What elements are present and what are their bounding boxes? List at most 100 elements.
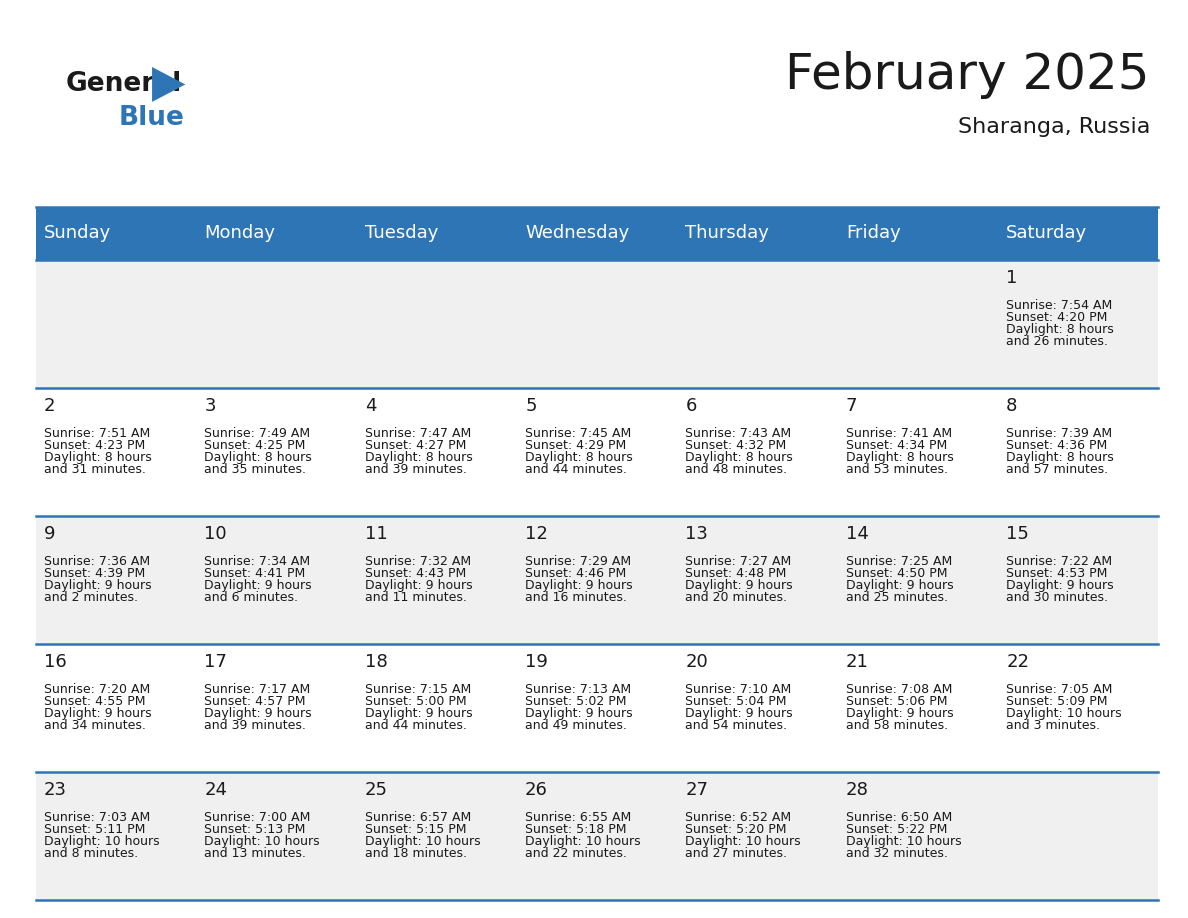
Text: Sunrise: 7:54 AM: Sunrise: 7:54 AM: [1006, 299, 1112, 312]
Text: and 6 minutes.: and 6 minutes.: [204, 591, 298, 604]
Bar: [517, 644, 677, 772]
Text: Sunset: 4:55 PM: Sunset: 4:55 PM: [44, 695, 145, 708]
Text: 17: 17: [204, 653, 227, 671]
Text: 21: 21: [846, 653, 868, 671]
Bar: [36, 644, 196, 772]
Polygon shape: [152, 67, 185, 102]
Text: and 34 minutes.: and 34 minutes.: [44, 719, 146, 732]
Text: Sunset: 5:20 PM: Sunset: 5:20 PM: [685, 823, 786, 836]
Text: and 25 minutes.: and 25 minutes.: [846, 591, 948, 604]
Bar: [36, 260, 196, 387]
Text: and 57 minutes.: and 57 minutes.: [1006, 463, 1108, 476]
Text: Sunset: 4:57 PM: Sunset: 4:57 PM: [204, 695, 305, 708]
Text: Daylight: 8 hours: Daylight: 8 hours: [846, 451, 954, 465]
Bar: [838, 516, 998, 644]
Text: Daylight: 8 hours: Daylight: 8 hours: [685, 451, 794, 465]
Text: Daylight: 9 hours: Daylight: 9 hours: [204, 579, 312, 592]
Bar: [356, 260, 517, 387]
Text: Sunrise: 7:27 AM: Sunrise: 7:27 AM: [685, 555, 791, 568]
Text: February 2025: February 2025: [785, 51, 1150, 99]
Text: Daylight: 9 hours: Daylight: 9 hours: [44, 707, 152, 720]
Bar: [196, 387, 356, 516]
Bar: [356, 772, 517, 900]
Text: Daylight: 10 hours: Daylight: 10 hours: [365, 835, 480, 848]
Text: 26: 26: [525, 781, 548, 799]
Text: Daylight: 10 hours: Daylight: 10 hours: [1006, 707, 1121, 720]
Bar: [517, 207, 677, 260]
Text: and 35 minutes.: and 35 minutes.: [204, 463, 307, 476]
Text: Monday: Monday: [204, 224, 276, 242]
Text: Sunset: 5:15 PM: Sunset: 5:15 PM: [365, 823, 466, 836]
Text: and 54 minutes.: and 54 minutes.: [685, 719, 788, 732]
Text: Saturday: Saturday: [1006, 224, 1087, 242]
Text: Thursday: Thursday: [685, 224, 770, 242]
Bar: [36, 387, 196, 516]
Text: Sunset: 4:50 PM: Sunset: 4:50 PM: [846, 567, 947, 580]
Text: 12: 12: [525, 525, 548, 543]
Bar: [677, 516, 838, 644]
Text: 25: 25: [365, 781, 387, 799]
Text: Daylight: 10 hours: Daylight: 10 hours: [44, 835, 159, 848]
Text: 3: 3: [204, 397, 216, 415]
Bar: [998, 772, 1158, 900]
Text: and 11 minutes.: and 11 minutes.: [365, 591, 467, 604]
Text: Sunset: 5:02 PM: Sunset: 5:02 PM: [525, 695, 626, 708]
Text: Daylight: 9 hours: Daylight: 9 hours: [365, 707, 473, 720]
Text: Sunset: 4:48 PM: Sunset: 4:48 PM: [685, 567, 786, 580]
Bar: [998, 516, 1158, 644]
Text: Sunrise: 6:50 AM: Sunrise: 6:50 AM: [846, 812, 952, 824]
Bar: [356, 387, 517, 516]
Text: and 16 minutes.: and 16 minutes.: [525, 591, 627, 604]
Text: and 18 minutes.: and 18 minutes.: [365, 847, 467, 860]
Bar: [356, 207, 517, 260]
Text: Sunset: 4:25 PM: Sunset: 4:25 PM: [204, 439, 305, 453]
Text: Sunrise: 7:15 AM: Sunrise: 7:15 AM: [365, 683, 470, 696]
Text: Blue: Blue: [119, 105, 184, 130]
Text: 19: 19: [525, 653, 548, 671]
Text: 6: 6: [685, 397, 697, 415]
Text: Friday: Friday: [846, 224, 901, 242]
Text: and 3 minutes.: and 3 minutes.: [1006, 719, 1100, 732]
Text: Sunset: 4:53 PM: Sunset: 4:53 PM: [1006, 567, 1107, 580]
Text: 9: 9: [44, 525, 56, 543]
Text: and 39 minutes.: and 39 minutes.: [365, 463, 467, 476]
Text: Sunrise: 6:57 AM: Sunrise: 6:57 AM: [365, 812, 470, 824]
Bar: [838, 387, 998, 516]
Text: Sunrise: 7:25 AM: Sunrise: 7:25 AM: [846, 555, 952, 568]
Text: Sunrise: 7:43 AM: Sunrise: 7:43 AM: [685, 427, 791, 441]
Bar: [517, 387, 677, 516]
Text: Sunrise: 7:13 AM: Sunrise: 7:13 AM: [525, 683, 631, 696]
Text: 10: 10: [204, 525, 227, 543]
Text: Daylight: 9 hours: Daylight: 9 hours: [846, 579, 954, 592]
Text: Sunset: 4:41 PM: Sunset: 4:41 PM: [204, 567, 305, 580]
Text: 22: 22: [1006, 653, 1029, 671]
Bar: [517, 516, 677, 644]
Text: Daylight: 8 hours: Daylight: 8 hours: [1006, 451, 1114, 465]
Text: Sunset: 5:00 PM: Sunset: 5:00 PM: [365, 695, 467, 708]
Bar: [36, 207, 196, 260]
Text: Sunrise: 7:32 AM: Sunrise: 7:32 AM: [365, 555, 470, 568]
Text: and 8 minutes.: and 8 minutes.: [44, 847, 138, 860]
Text: Sunrise: 7:20 AM: Sunrise: 7:20 AM: [44, 683, 150, 696]
Text: Daylight: 9 hours: Daylight: 9 hours: [846, 707, 954, 720]
Text: Sunrise: 7:10 AM: Sunrise: 7:10 AM: [685, 683, 791, 696]
Text: Sunrise: 7:39 AM: Sunrise: 7:39 AM: [1006, 427, 1112, 441]
Text: Sunset: 4:34 PM: Sunset: 4:34 PM: [846, 439, 947, 453]
Text: 8: 8: [1006, 397, 1018, 415]
Bar: [677, 644, 838, 772]
Text: Sunrise: 7:03 AM: Sunrise: 7:03 AM: [44, 812, 150, 824]
Text: and 53 minutes.: and 53 minutes.: [846, 463, 948, 476]
Text: and 32 minutes.: and 32 minutes.: [846, 847, 948, 860]
Text: 11: 11: [365, 525, 387, 543]
Text: and 20 minutes.: and 20 minutes.: [685, 591, 788, 604]
Text: Daylight: 8 hours: Daylight: 8 hours: [44, 451, 152, 465]
Text: Sunset: 5:06 PM: Sunset: 5:06 PM: [846, 695, 947, 708]
Text: 24: 24: [204, 781, 227, 799]
Text: 7: 7: [846, 397, 858, 415]
Text: and 49 minutes.: and 49 minutes.: [525, 719, 627, 732]
Text: Sharanga, Russia: Sharanga, Russia: [958, 117, 1150, 137]
Bar: [998, 644, 1158, 772]
Text: Sunset: 5:09 PM: Sunset: 5:09 PM: [1006, 695, 1107, 708]
Bar: [838, 644, 998, 772]
Text: Daylight: 9 hours: Daylight: 9 hours: [44, 579, 152, 592]
